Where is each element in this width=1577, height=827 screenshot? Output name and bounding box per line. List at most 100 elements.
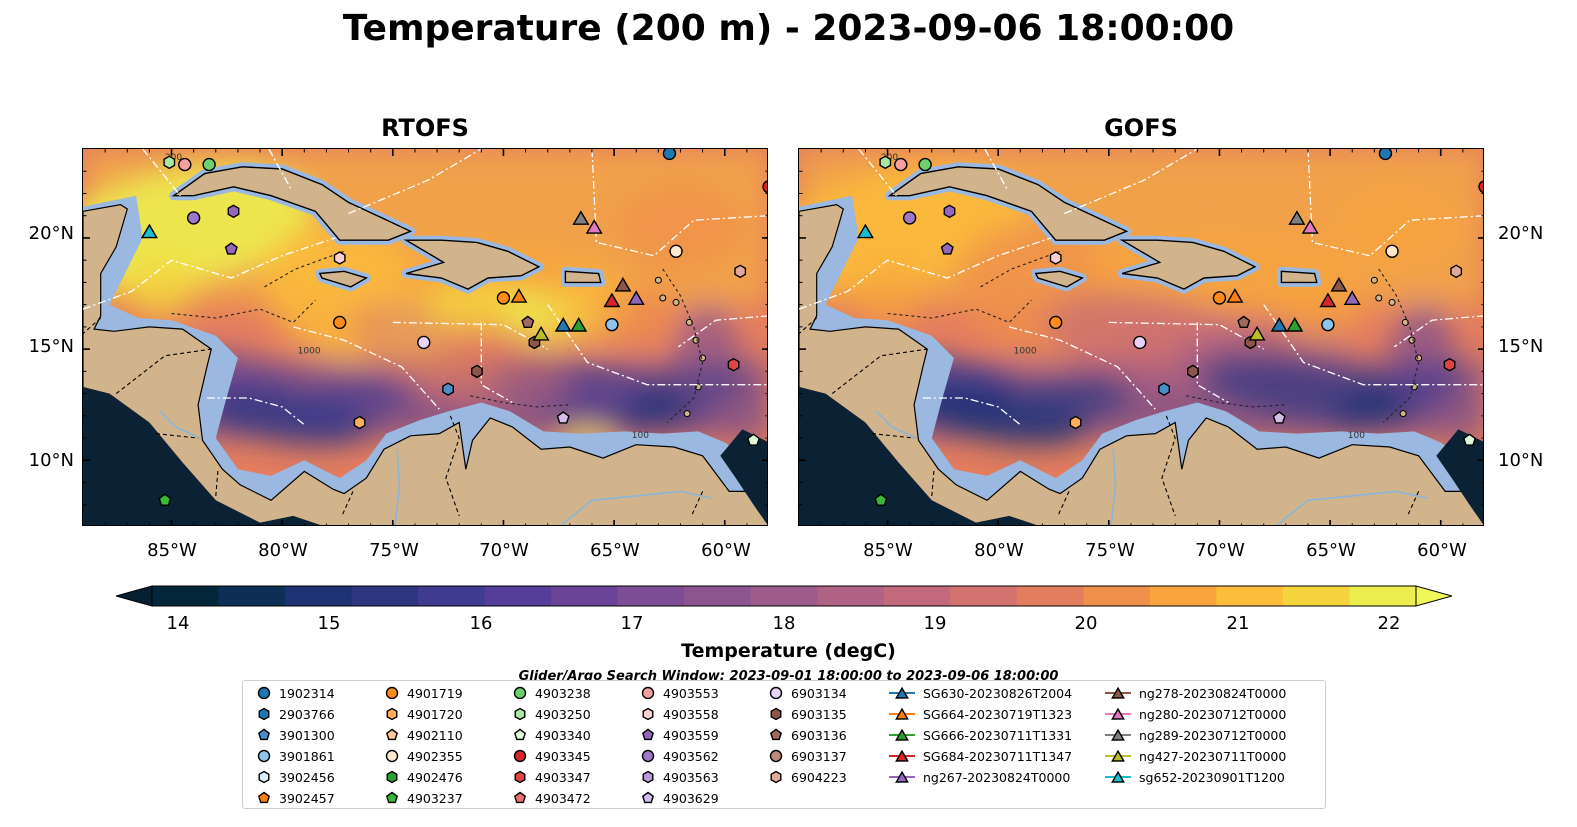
country-border xyxy=(115,348,212,395)
legend-hexagon-icon xyxy=(770,707,782,721)
colorbar-segment xyxy=(883,586,951,606)
legend-hexagon-icon xyxy=(258,707,270,721)
legend-label: 4903238 xyxy=(535,685,591,701)
legend-item: 4903558 xyxy=(641,704,719,724)
argo-float-marker xyxy=(1378,149,1393,161)
legend-item: 4903347 xyxy=(513,767,591,787)
legend-marker-symbol xyxy=(513,686,527,700)
argo-float-marker xyxy=(227,204,240,219)
lon-tick-label: 60°W xyxy=(1417,540,1467,561)
country-border xyxy=(799,317,818,335)
lon-tick-label: 60°W xyxy=(701,540,751,561)
colorbar-under-arrow xyxy=(114,585,153,607)
lesser-antilles-island xyxy=(672,298,680,306)
search-window-label: Glider/Argo Search Window: 2023-09-01 18… xyxy=(518,669,1059,681)
legend-marker-symbol xyxy=(257,686,271,700)
legend-triangle-icon xyxy=(1105,749,1131,762)
argo-float-marker xyxy=(1321,317,1335,332)
legend-item: SG666-20230711T1331 xyxy=(889,725,1072,745)
argo-float-marker xyxy=(943,204,956,219)
glider-marker xyxy=(614,276,632,292)
legend-label: 4901719 xyxy=(407,685,463,701)
legend-item: 4903563 xyxy=(641,767,719,787)
argo-float-marker xyxy=(879,155,892,170)
legend-label: 4903472 xyxy=(535,790,591,806)
legend-item: 4903340 xyxy=(513,725,591,745)
colorbar-segment xyxy=(950,586,1018,606)
contour-label: 1000 xyxy=(1014,347,1037,357)
temperature-map-rtofs: 2001000100 xyxy=(83,149,767,525)
legend-marker-symbol xyxy=(1111,707,1125,720)
argo-float-marker xyxy=(1049,251,1062,265)
legend-item: 4901720 xyxy=(385,704,463,724)
colorbar-segment xyxy=(418,586,486,606)
legend-item: 4902476 xyxy=(385,767,463,787)
colorbar-segment xyxy=(684,586,752,606)
map-panel-rtofs: 2001000100 xyxy=(82,148,768,526)
argo-float-marker xyxy=(224,242,238,255)
panel-title-gofs: GOFS xyxy=(1104,114,1178,142)
glider-marker xyxy=(532,325,550,341)
lesser-antilles-island xyxy=(683,410,691,418)
legend-hexagon-icon xyxy=(514,770,526,784)
colorbar-segment xyxy=(218,586,286,606)
argo-float-marker xyxy=(1133,335,1147,350)
eez-boundary xyxy=(142,149,181,197)
glider-marker xyxy=(1343,290,1361,306)
colorbar-tick-label: 18 xyxy=(772,613,796,634)
country-border xyxy=(871,433,915,439)
contour-label: 1000 xyxy=(298,347,321,357)
atlantic-deep xyxy=(1436,429,1483,525)
lon-tick-label: 65°W xyxy=(590,540,640,561)
continental-shelf xyxy=(83,195,767,525)
legend-marker-symbol xyxy=(769,749,783,763)
colorbar-segment xyxy=(1216,586,1284,606)
legend-marker-symbol xyxy=(514,707,526,721)
colorbar-tick-label: 16 xyxy=(469,613,493,634)
argo-float-marker xyxy=(1462,433,1477,446)
argo-float-marker xyxy=(333,251,346,265)
colorbar-tick-label: 21 xyxy=(1226,613,1250,634)
legend-label: 4903553 xyxy=(663,685,719,701)
colorbar-tick-label: 14 xyxy=(166,613,190,634)
legend-hexagon-icon xyxy=(258,770,270,784)
colorbar-segment xyxy=(1282,586,1350,606)
legend-marker-symbol xyxy=(641,686,655,700)
glider-marker xyxy=(1226,288,1244,303)
legend-marker-symbol xyxy=(258,707,270,721)
legend-item: 4903250 xyxy=(513,704,591,724)
lat-tick-label-left: 20°N xyxy=(28,223,74,244)
eez-boundary xyxy=(984,149,1008,190)
atlantic-deep xyxy=(720,429,767,525)
legend-circle-icon xyxy=(385,686,399,700)
country-border xyxy=(83,317,102,335)
legend-label: 4903559 xyxy=(663,727,719,743)
colorbar-segment xyxy=(351,586,419,606)
pacific-ocean xyxy=(83,386,321,525)
legend-marker-symbol xyxy=(895,707,909,720)
glider-marker xyxy=(570,317,588,332)
legend-label: 3901300 xyxy=(279,727,335,743)
legend-pentagon-icon xyxy=(641,791,655,804)
depth-contour xyxy=(1378,268,1420,423)
legend-item: 4903562 xyxy=(641,746,719,766)
legend-marker-symbol xyxy=(513,728,527,741)
legend-pentagon-icon xyxy=(513,728,527,741)
river xyxy=(560,490,712,525)
colorbar-over-arrow xyxy=(1415,585,1454,607)
argo-float-marker xyxy=(1158,382,1170,396)
colorbar-tick-label: 22 xyxy=(1377,613,1401,634)
glider-marker xyxy=(627,290,645,306)
legend-marker-symbol xyxy=(770,707,782,721)
legend-item: SG684-20230711T1347 xyxy=(889,746,1072,766)
legend-pentagon-icon xyxy=(513,791,527,804)
legend-label: 4903345 xyxy=(535,748,591,764)
legend-label: 6904223 xyxy=(791,769,847,785)
legend-hexagon-icon xyxy=(386,707,398,721)
legend-item: 4903237 xyxy=(385,788,463,808)
pacific-ocean xyxy=(799,386,1037,525)
eez-boundary xyxy=(677,315,767,348)
glider-marker xyxy=(1319,292,1337,308)
legend-marker-symbol xyxy=(1111,749,1125,762)
depth-contour xyxy=(662,268,704,423)
